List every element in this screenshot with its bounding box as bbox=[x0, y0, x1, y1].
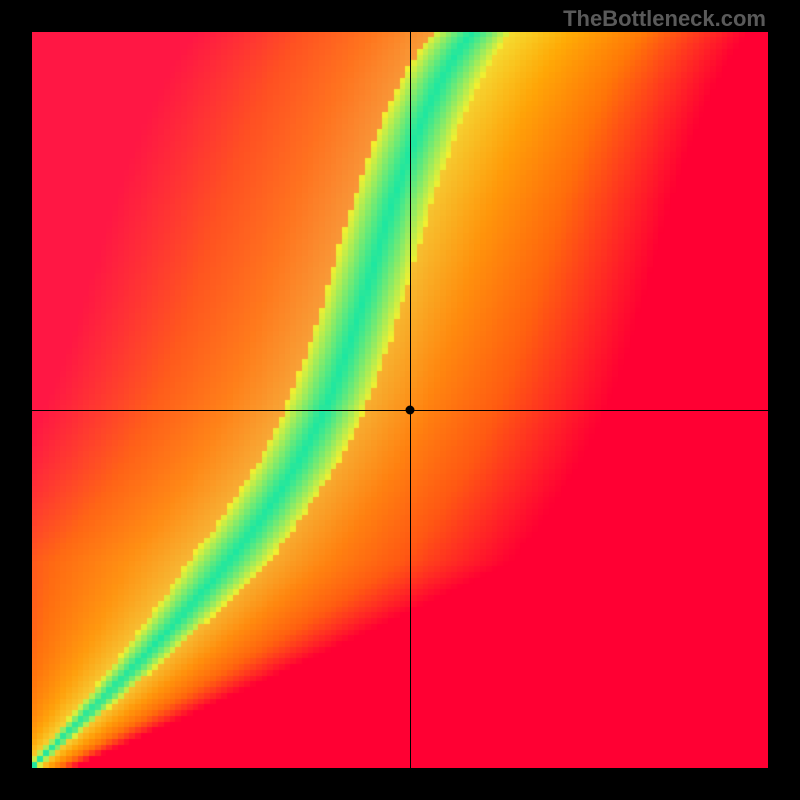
plot-area bbox=[32, 32, 768, 768]
heatmap-canvas bbox=[32, 32, 768, 768]
crosshair-vertical bbox=[410, 32, 411, 768]
crosshair-horizontal bbox=[32, 410, 768, 411]
crosshair-marker bbox=[405, 405, 414, 414]
watermark-text: TheBottleneck.com bbox=[563, 6, 766, 32]
